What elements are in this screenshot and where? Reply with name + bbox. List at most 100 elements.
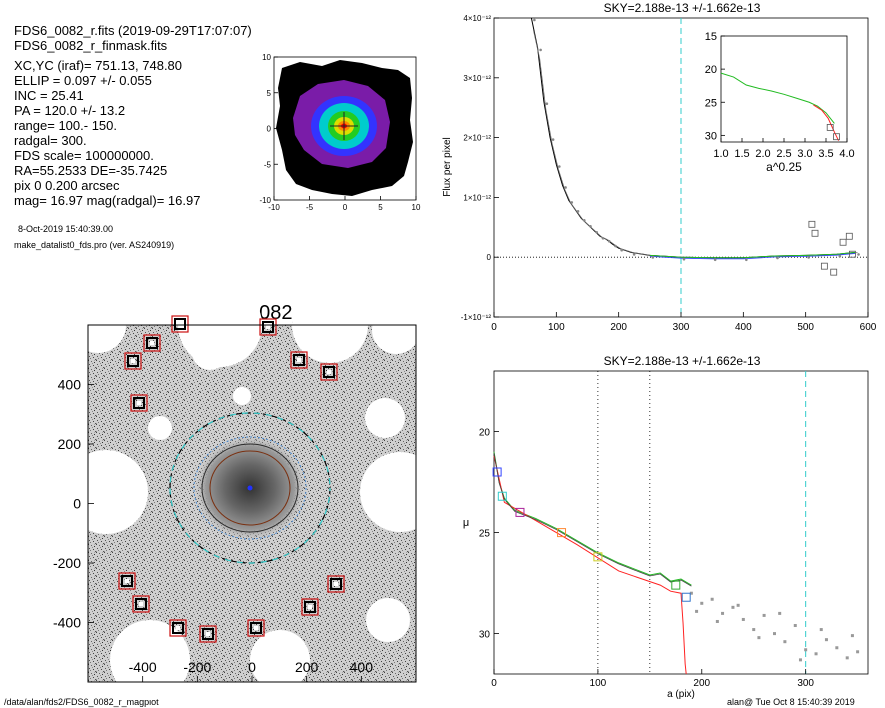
y-tick-label: 200: [58, 436, 82, 452]
inset-red-line: [813, 104, 840, 141]
inset-y-tick-label: 30: [705, 130, 717, 142]
mask-region: [148, 416, 172, 440]
mu-scatter-point: [793, 624, 797, 628]
mu-scatter-point: [695, 609, 699, 613]
star-mask-box: [143, 334, 161, 352]
star-mask-core: [178, 322, 182, 326]
star-mask-box: [290, 351, 308, 369]
x-tick-label: -5: [306, 203, 314, 212]
flux-marks: [530, 17, 860, 276]
mu-xlabel: a (pix): [667, 689, 695, 700]
x-tick-label: 100: [548, 322, 565, 333]
inset-x-tick-label: 1.0: [713, 148, 728, 160]
x-tick-label: 0: [491, 322, 497, 333]
y-tick-label: 10: [262, 53, 271, 62]
star-mask-box: [132, 595, 150, 613]
mu-scatter-point: [741, 617, 745, 621]
mu-scatter-point: [757, 636, 761, 640]
mu-scatter-point: [814, 652, 818, 656]
mu-scatter-point: [819, 628, 823, 632]
star-mask-core: [334, 582, 338, 586]
y-tick-label: -5: [264, 160, 272, 169]
image-ticks: -400 -200 0 200 400 400 200 0 -200 -400: [53, 377, 373, 682]
mask-region: [192, 334, 228, 370]
param-ellip: ELLIP = 0.097 +/- 0.055: [14, 73, 152, 88]
flux-point: [807, 256, 810, 259]
x-tick-label: -200: [183, 659, 211, 675]
mu-isophote-box: [515, 507, 525, 517]
flux-point: [838, 254, 842, 258]
flux-point: [651, 256, 655, 259]
y-tick-label: -400: [53, 615, 81, 631]
star-mask-box: [118, 572, 136, 590]
mask-region: [110, 620, 190, 700]
mu-black-line: [493, 452, 692, 587]
y-tick-label: 4×10⁻¹²: [463, 14, 491, 23]
star-mask-core: [139, 602, 143, 606]
inset-box: [826, 124, 834, 131]
flux-ticks: 0 100 200 300 400 500 600-1×10⁻¹²01×10⁻¹²2×10⁻…: [461, 14, 877, 333]
mask-region: [233, 387, 251, 405]
flux-point: [682, 257, 686, 261]
param-fds-scale: FDS scale= 100000000.: [14, 148, 154, 163]
x-tick-label: -10: [268, 203, 280, 212]
mu-scatter-point: [721, 611, 725, 615]
y-tick-label: 0: [487, 253, 492, 262]
mu-ticks: 0 100 200 300 20 25 30: [479, 428, 815, 689]
star-mask-inner: [172, 622, 184, 634]
star-mask-box: [320, 363, 338, 381]
mu-scatter-point: [835, 646, 839, 650]
star-markers: [118, 315, 345, 643]
param-pix: pix 0 0.200 arcsec: [14, 178, 120, 193]
param-mag: mag= 16.97 mag(radgal)= 16.97: [14, 193, 201, 208]
flux-point: [551, 138, 555, 141]
star-mask-core: [308, 605, 312, 609]
mu-isophote-box: [492, 467, 502, 477]
mu-marks: [492, 451, 860, 675]
inset-x-tick-label: 1.5: [734, 148, 749, 160]
mu-isophote-box: [593, 552, 603, 562]
x-tick-label: 0: [491, 678, 497, 689]
star-mask-core: [176, 626, 180, 630]
isophote-blue: [193, 436, 307, 540]
program-line: make_datalist0_fds.pro (ver. AS240919): [14, 240, 175, 250]
x-tick-label: 300: [797, 678, 814, 689]
mask-region: [250, 630, 310, 690]
star-mask-box: [130, 394, 148, 412]
mu-scatter-point: [773, 632, 776, 636]
mu-scatter-point: [731, 605, 735, 609]
star-mask-box: [171, 315, 189, 333]
inset-green-line: [720, 72, 835, 124]
star-mask-core: [254, 626, 258, 630]
x-tick-label: 5: [378, 203, 383, 212]
footer-path: /data/alan/fds2/FDS6_0082_r_magplot: [4, 697, 159, 707]
mu-frame: [493, 370, 869, 675]
mu-scatter-point: [845, 656, 849, 660]
inset-x-tick-label: 3.0: [797, 148, 812, 160]
mask-line: FDS6_0082_r_finmask.fits: [14, 38, 168, 53]
star-mask-inner: [304, 601, 316, 613]
star-mask-core: [327, 370, 331, 374]
inset-x-tick-label: 2.0: [755, 148, 770, 160]
x-tick-label: 0: [248, 659, 256, 675]
flux-point: [857, 253, 860, 256]
image-isophotes: [169, 412, 331, 564]
flux-ylabel: Flux per pixel: [442, 137, 453, 196]
isophote-inner: [209, 450, 291, 526]
star-mask-box: [259, 318, 277, 336]
flux-outlier-box: [808, 220, 816, 228]
inset-y-tick-label: 15: [705, 31, 717, 43]
mu-scatter-point: [850, 634, 854, 638]
mu-scatter-point: [804, 648, 808, 652]
y-tick-label: 3×10⁻¹²: [463, 74, 491, 83]
date-line: 8-Oct-2019 15:40:39.00: [18, 224, 114, 234]
mu-scatter-point: [783, 640, 787, 644]
mask-region: [365, 398, 405, 438]
mu-scatter-point: [824, 638, 828, 642]
star-mask-inner: [135, 598, 147, 610]
star-mask-inner: [133, 397, 145, 409]
flux-point: [620, 248, 623, 252]
y-tick-label: 25: [479, 529, 491, 540]
